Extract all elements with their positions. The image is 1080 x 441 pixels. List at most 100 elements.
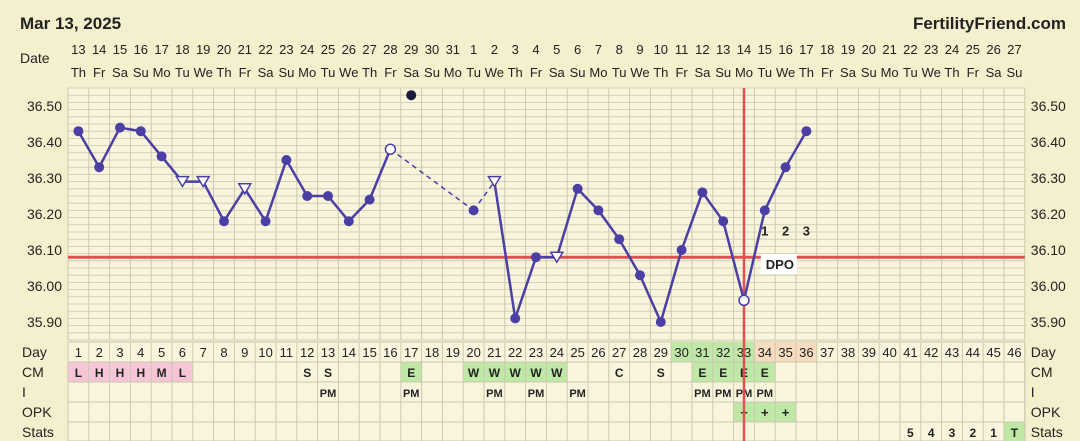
date-label: 26	[986, 42, 1000, 57]
date-label: 22	[258, 42, 272, 57]
y-tick-left: 36.20	[27, 206, 62, 222]
date-label: 17	[799, 42, 813, 57]
opk-cell	[775, 402, 796, 422]
temperature-point	[364, 194, 375, 205]
fertile-cm-cell	[400, 362, 422, 382]
cycle-day: 26	[591, 345, 605, 360]
cycle-day: 10	[258, 345, 272, 360]
cycle-day: 43	[945, 345, 959, 360]
date-label: 20	[862, 42, 876, 57]
intercourse-entry: PM	[715, 388, 732, 400]
cycle-day: 25	[570, 345, 584, 360]
temperature-point	[219, 216, 229, 227]
date-label: 18	[175, 42, 189, 57]
cycle-day: 6	[179, 345, 186, 360]
cycle-day: 4	[137, 345, 144, 360]
dpo-label-bg	[760, 254, 797, 274]
fertile-cm-cell	[692, 362, 713, 382]
weekday-label: Mo	[589, 65, 607, 80]
cycle-day: 11	[280, 345, 294, 360]
cycle-day: 36	[799, 345, 813, 360]
cycle-day: 28	[633, 345, 647, 360]
stats-test-cell	[1004, 422, 1025, 441]
weekday-label: Mo	[735, 65, 753, 80]
date-label: 4	[532, 42, 539, 57]
temperature-point	[531, 252, 541, 263]
weekday-label: Tu	[903, 65, 918, 80]
date-label: 1	[470, 42, 477, 57]
y-tick-right: 36.10	[1031, 242, 1066, 258]
temperature-line	[77, 130, 101, 168]
date-label: 31	[446, 42, 460, 57]
date-row-label: Date	[20, 50, 50, 66]
temperature-line	[597, 209, 621, 240]
weekday-label: Fr	[967, 65, 980, 80]
weekday-label: Sa	[258, 65, 275, 80]
cycle-day: 17	[404, 345, 418, 360]
temperature-line	[763, 166, 787, 211]
cycle-day: 1	[75, 345, 82, 360]
cycle-day: 30	[674, 345, 688, 360]
day-cell-fill	[754, 342, 776, 362]
date-label: 6	[574, 42, 581, 57]
intercourse-entry: PM	[403, 388, 420, 400]
date-label: 27	[1007, 42, 1021, 57]
cm-entry: S	[303, 366, 311, 380]
weekday-label: Sa	[986, 65, 1003, 80]
date-label: 23	[924, 42, 938, 57]
menses-cell	[151, 362, 172, 382]
cycle-day: 40	[882, 345, 896, 360]
y-tick-left: 35.90	[27, 314, 62, 330]
fertile-cm-cell	[504, 362, 526, 382]
temperature-point	[593, 205, 604, 216]
opk-entry: +	[782, 405, 790, 420]
temperature-point	[655, 317, 666, 327]
temperature-line	[472, 181, 496, 211]
temperature-point	[614, 234, 625, 245]
opk-entry: +	[761, 405, 769, 420]
weekday-label: Th	[508, 65, 523, 80]
cycle-day: 38	[841, 345, 855, 360]
cm-entry: S	[324, 366, 332, 380]
date-label: 2	[491, 42, 498, 57]
cm-entry: W	[468, 366, 480, 380]
temperature-point	[468, 205, 479, 216]
cycle-day: 15	[362, 345, 376, 360]
cycle-day: 14	[342, 345, 356, 360]
temperature-point	[343, 216, 354, 227]
date-label: 7	[595, 42, 602, 57]
temperature-line	[721, 220, 746, 301]
site-name[interactable]: FertilityFriend.com	[912, 14, 1066, 33]
menses-cell	[68, 362, 89, 382]
temperature-line	[701, 191, 725, 222]
date-label: 16	[778, 42, 792, 57]
cm-entry: W	[530, 366, 542, 380]
cm-entry: H	[116, 366, 125, 380]
weekday-label: Sa	[549, 65, 566, 80]
weekday-label: Tu	[757, 65, 772, 80]
temperature-point	[73, 126, 84, 137]
temperature-point	[281, 155, 292, 165]
cm-entry: W	[510, 366, 522, 380]
y-tick-left: 36.30	[27, 170, 62, 186]
cycle-day: 46	[1007, 345, 1021, 360]
cycle-day: 23	[529, 345, 543, 360]
temperature-point	[156, 151, 167, 162]
cycle-day: 35	[778, 345, 792, 360]
temperature-line	[368, 148, 392, 201]
opk-cell	[754, 402, 776, 422]
row-label-right-i: I	[1031, 384, 1035, 400]
cm-entry: H	[95, 366, 104, 380]
date-label: 3	[512, 42, 519, 57]
cm-entry: E	[719, 366, 727, 380]
temperature-line	[202, 181, 226, 222]
temperature-point	[115, 122, 125, 133]
weekday-label: Fr	[384, 65, 397, 80]
cm-entry: M	[157, 366, 167, 380]
cycle-day: 31	[695, 345, 709, 360]
cycle-day: 16	[383, 345, 397, 360]
cm-entry: E	[698, 366, 706, 380]
date-label: 16	[134, 42, 148, 57]
date-label: 26	[342, 42, 356, 57]
date-label: 21	[238, 42, 252, 57]
